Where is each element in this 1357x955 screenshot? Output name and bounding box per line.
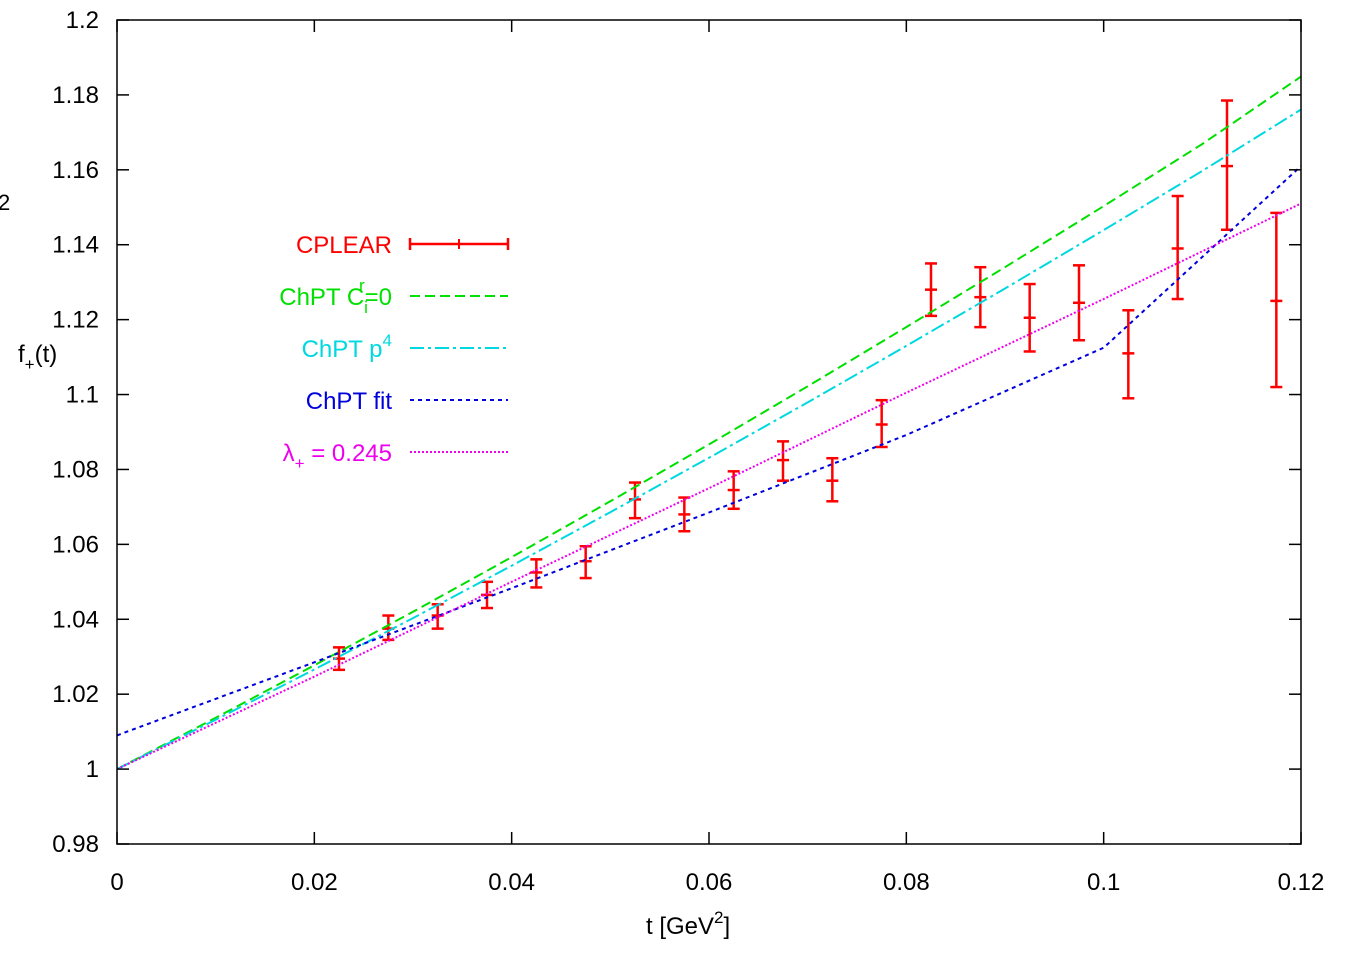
y-tick-label: 1.1 [66, 382, 99, 409]
legend-label-main: ChPT p [302, 336, 383, 363]
stray-text-fragment: 2 [0, 190, 11, 215]
y-tick-label: 1.18 [52, 82, 99, 109]
data-point [333, 646, 345, 672]
x-axis-label-sup: 2 [714, 908, 723, 927]
legend-entry: λ+ = 0.245 [283, 440, 508, 473]
legend-label-sub: + [295, 454, 305, 473]
x-axis-label-tail: ] [724, 913, 731, 940]
data-point [530, 558, 543, 589]
x-tick-label: 0.04 [488, 869, 535, 896]
legend-entry: CPLEAR [296, 232, 510, 259]
legend-label-sup: r [359, 276, 365, 295]
y-tick-label: 1.04 [52, 606, 99, 633]
x-tick-label: 0.1 [1087, 869, 1120, 896]
legend-label-main: λ [283, 440, 295, 467]
x-axis-label-main: t [GeV [646, 913, 714, 940]
y-axis-label-sub: + [25, 355, 35, 374]
series-line-2 [116, 108, 1302, 770]
legend-label: ChPT Cir=0 [279, 276, 392, 317]
legend-label: CPLEAR [296, 232, 392, 259]
y-tick-label: 1.06 [52, 531, 99, 558]
y-tick-label: 1.2 [66, 7, 99, 34]
y-axis-label-main: f [18, 341, 25, 368]
y-tick-label: 1.02 [52, 681, 99, 708]
data-point [974, 265, 987, 329]
legend-label-main: ChPT C [279, 284, 364, 311]
series-layer [116, 75, 1302, 771]
data-point [1270, 211, 1283, 389]
legend-entry: ChPT Cir=0 [279, 276, 508, 317]
y-tick-label: 1.14 [52, 232, 99, 259]
y-tick-label: 1.12 [52, 307, 99, 334]
y-tick-label: 1.16 [52, 157, 99, 184]
legend-label: ChPT p4 [302, 331, 392, 363]
data-point [629, 481, 641, 520]
legend-label-sup: 4 [383, 331, 392, 350]
data-point [1073, 264, 1085, 342]
legend-entry: ChPT fit [306, 388, 508, 415]
data-point [1122, 309, 1135, 400]
y-tick-label: 0.98 [52, 831, 99, 858]
y-tick-label: 1.08 [52, 456, 99, 483]
data-point [678, 496, 691, 533]
data-point [875, 398, 888, 449]
x-tick-label: 0.06 [686, 869, 733, 896]
x-tick-label: 0.08 [883, 869, 930, 896]
tick-layer: 0 0.02 0.04 0.06 0.08 0.1 0.12 0.98 1 1.02 1.04 1.0… [52, 7, 1324, 896]
data-point [579, 544, 592, 580]
legend-label: λ+ = 0.245 [283, 440, 392, 473]
legend-label-tail: =0 [365, 284, 392, 311]
legend-label-sub: i [364, 298, 368, 317]
data-point [925, 262, 937, 318]
data-point [1171, 194, 1184, 301]
legend-label-main: CPLEAR [296, 232, 392, 259]
data-point [777, 440, 789, 482]
x-tick-label: 0 [110, 869, 123, 896]
series-line-3 [116, 165, 1302, 737]
legend: CPLEAR ChPT Cir=0 ChPT p4 ChPT fit λ+ = 0.24… [279, 232, 510, 473]
legend-label-tail: = 0.245 [305, 440, 392, 467]
series-line-4 [116, 202, 1302, 771]
series-line-1 [116, 75, 1302, 770]
data-point [826, 456, 839, 503]
legend-label-main: ChPT fit [306, 388, 393, 415]
data-point [1221, 99, 1233, 231]
plot-frame [116, 19, 1302, 845]
y-axis-label: f+(t) [18, 341, 57, 374]
y-tick-label: 1 [86, 756, 99, 783]
x-tick-label: 0.12 [1278, 869, 1325, 896]
y-axis-label-tail: (t) [35, 341, 58, 368]
legend-entry: ChPT p4 [302, 331, 508, 363]
x-axis-label: t [GeV2] [646, 908, 730, 940]
x-tick-label: 0.02 [291, 869, 338, 896]
data-point [1023, 282, 1036, 353]
legend-label: ChPT fit [306, 388, 393, 415]
